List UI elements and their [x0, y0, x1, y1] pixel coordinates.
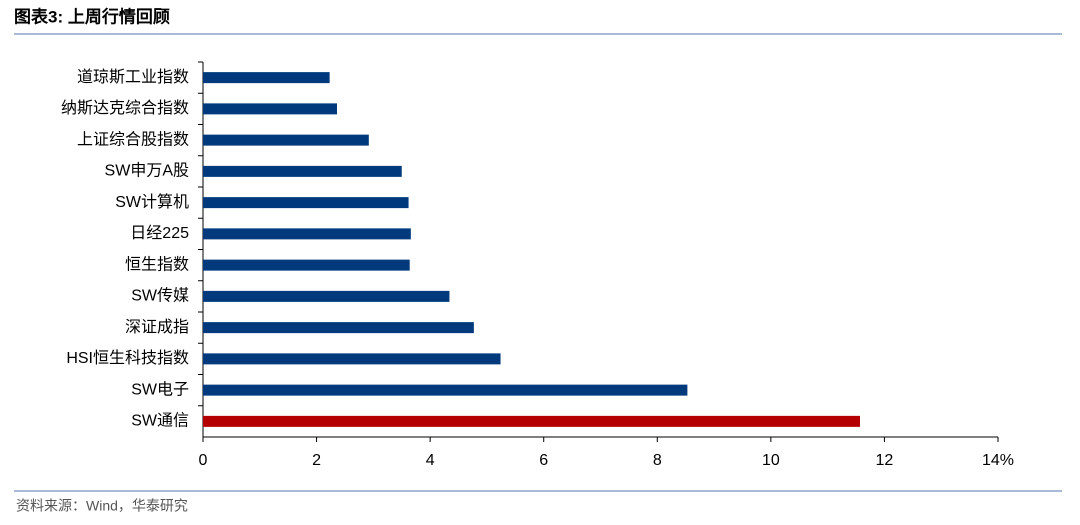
- x-tick-label: 8: [653, 452, 662, 469]
- bar: [203, 384, 688, 396]
- x-tick-label: 10: [762, 452, 780, 469]
- bar: [203, 72, 330, 84]
- source-note: 资料来源：Wind，华泰研究: [16, 498, 188, 514]
- chart-title: 图表3: 上周行情回顾: [14, 6, 170, 26]
- y-tick-label: HSI恒生科技指数: [66, 349, 189, 367]
- bar: [203, 197, 409, 209]
- y-tick-label: 深证成指: [125, 318, 189, 336]
- x-tick-label: 12: [876, 452, 894, 469]
- bar: [203, 322, 474, 334]
- y-tick-label: 日经225: [130, 224, 189, 242]
- y-tick-label: 恒生指数: [125, 255, 189, 273]
- x-tick-label: 6: [539, 452, 548, 469]
- x-tick-label: 14%: [982, 452, 1014, 469]
- y-tick-label: SW通信: [131, 412, 189, 430]
- y-tick-label: 纳斯达克综合指数: [61, 99, 189, 117]
- bar: [203, 415, 861, 427]
- x-tick-label: 4: [426, 452, 435, 469]
- bar: [203, 103, 338, 115]
- bar: [203, 290, 450, 302]
- y-tick-label: SW申万A股: [105, 162, 189, 180]
- bar: [203, 134, 369, 146]
- x-tick-label: 0: [199, 452, 208, 469]
- bar: [203, 353, 501, 365]
- y-tick-label: SW电子: [131, 380, 189, 398]
- bar: [203, 165, 402, 177]
- y-tick-label: SW计算机: [115, 192, 189, 211]
- y-tick-label: 道琼斯工业指数: [77, 68, 189, 86]
- x-tick-label: 2: [312, 452, 321, 469]
- bar: [203, 259, 410, 271]
- y-tick-label: SW传媒: [131, 287, 189, 305]
- y-tick-label: 上证综合股指数: [77, 130, 189, 148]
- bar: [203, 228, 411, 240]
